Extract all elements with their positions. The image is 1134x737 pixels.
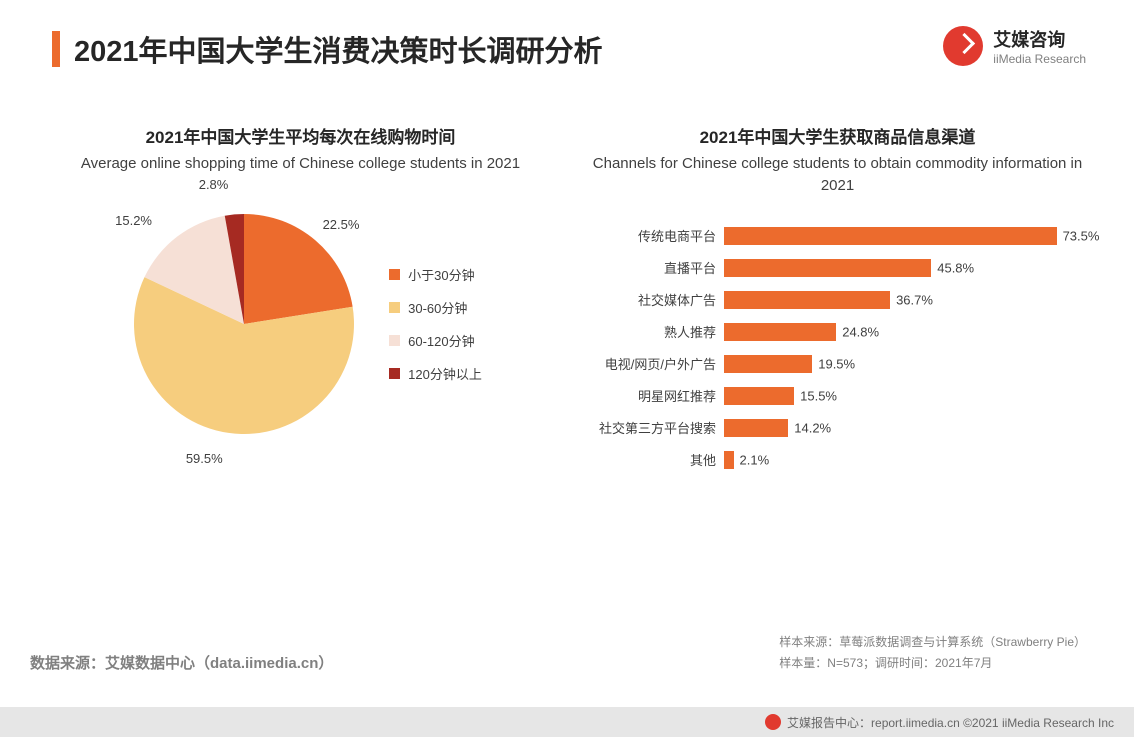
bar-value-label: 14.2%	[794, 420, 831, 435]
bar-category-label: 直播平台	[589, 258, 724, 277]
page-title: 2021年中国大学生消费决策时长调研分析	[74, 28, 603, 70]
title-accent	[52, 31, 60, 67]
bar-value-label: 2.1%	[740, 452, 770, 467]
pie-svg	[119, 199, 369, 449]
bar-row: 熟人推荐24.8%	[589, 316, 1086, 348]
bar-title-cn: 2021年中国大学生获取商品信息渠道	[589, 125, 1086, 151]
data-source-right: 样本来源：草莓派数据调查与计算系统（Strawberry Pie） 样本量：N=…	[779, 632, 1086, 673]
pie-slice-label: 2.8%	[199, 177, 229, 192]
bar-value-label: 15.5%	[800, 388, 837, 403]
bar-fill: 14.2%	[724, 419, 788, 437]
bar-fill: 36.7%	[724, 291, 890, 309]
bar-fill: 45.8%	[724, 259, 931, 277]
bar-fill: 19.5%	[724, 355, 812, 373]
bar-category-label: 明星网红推荐	[589, 386, 724, 405]
legend-label: 30-60分钟	[408, 298, 467, 317]
bar-row: 传统电商平台73.5%	[589, 220, 1086, 252]
pie-chart-column: 2021年中国大学生平均每次在线购物时间 Average online shop…	[52, 125, 549, 476]
charts-row: 2021年中国大学生平均每次在线购物时间 Average online shop…	[52, 125, 1086, 476]
bar-fill: 24.8%	[724, 323, 836, 341]
bar-block: 传统电商平台73.5%直播平台45.8%社交媒体广告36.7%熟人推荐24.8%…	[589, 220, 1086, 476]
sample-size-line: 样本量：N=573；调研时间：2021年7月	[779, 653, 1086, 673]
pie-holder: 22.5%59.5%15.2%2.8%	[119, 199, 369, 449]
bar-category-label: 社交第三方平台搜索	[589, 418, 724, 437]
brand-logo-text: 艾媒咨询 iiMedia Research	[993, 26, 1086, 66]
legend-swatch	[389, 335, 400, 346]
pie-slice-label: 59.5%	[186, 451, 223, 466]
bar-row: 社交媒体广告36.7%	[589, 284, 1086, 316]
legend-label: 60-120分钟	[408, 331, 474, 350]
bar-track: 24.8%	[724, 323, 1086, 341]
bar-track: 45.8%	[724, 259, 1086, 277]
footer-text: 艾媒报告中心：report.iimedia.cn ©2021 iiMedia R…	[787, 714, 1114, 731]
bar-category-label: 熟人推荐	[589, 322, 724, 341]
bar-fill: 2.1%	[724, 451, 734, 469]
brand-logo-mark	[943, 26, 983, 66]
bar-category-label: 传统电商平台	[589, 226, 724, 245]
brand-name-cn: 艾媒咨询	[993, 26, 1086, 52]
bar-value-label: 45.8%	[937, 260, 974, 275]
pie-slice-label: 22.5%	[323, 217, 360, 232]
bar-value-label: 36.7%	[896, 292, 933, 307]
bar-row: 直播平台45.8%	[589, 252, 1086, 284]
bar-track: 36.7%	[724, 291, 1086, 309]
pie-legend-row: 30-60分钟	[389, 298, 482, 317]
bar-category-label: 电视/网页/户外广告	[589, 354, 724, 373]
bar-row: 明星网红推荐15.5%	[589, 380, 1086, 412]
title-bar: 2021年中国大学生消费决策时长调研分析	[52, 28, 603, 70]
bar-category-label: 其他	[589, 450, 724, 469]
bar-track: 2.1%	[724, 451, 1086, 469]
pie-slice-label: 15.2%	[115, 213, 152, 228]
bar-title-en: Channels for Chinese college students to…	[589, 153, 1086, 198]
bar-value-label: 24.8%	[842, 324, 879, 339]
legend-swatch	[389, 368, 400, 379]
bar-row: 电视/网页/户外广告19.5%	[589, 348, 1086, 380]
bar-chart-column: 2021年中国大学生获取商品信息渠道 Channels for Chinese …	[589, 125, 1086, 476]
bar-row: 社交第三方平台搜索14.2%	[589, 412, 1086, 444]
sample-source-line: 样本来源：草莓派数据调查与计算系统（Strawberry Pie）	[779, 632, 1086, 652]
bar-value-label: 19.5%	[818, 356, 855, 371]
bar-fill: 15.5%	[724, 387, 794, 405]
bar-track: 14.2%	[724, 419, 1086, 437]
pie-legend-row: 60-120分钟	[389, 331, 482, 350]
legend-label: 小于30分钟	[408, 265, 474, 284]
footer-logo-icon	[765, 714, 781, 730]
bar-row: 其他2.1%	[589, 444, 1086, 476]
pie-legend-row: 120分钟以上	[389, 364, 482, 383]
legend-swatch	[389, 302, 400, 313]
legend-swatch	[389, 269, 400, 280]
bar-category-label: 社交媒体广告	[589, 290, 724, 309]
legend-label: 120分钟以上	[408, 364, 482, 383]
pie-title-cn: 2021年中国大学生平均每次在线购物时间	[52, 125, 549, 151]
bar-track: 15.5%	[724, 387, 1086, 405]
brand-name-en: iiMedia Research	[993, 52, 1086, 66]
bar-track: 19.5%	[724, 355, 1086, 373]
brand-logo: 艾媒咨询 iiMedia Research	[943, 26, 1086, 66]
bar-fill: 73.5%	[724, 227, 1057, 245]
pie-legend: 小于30分钟 30-60分钟 60-120分钟 120分钟以上	[389, 251, 482, 397]
bar-track: 73.5%	[724, 227, 1086, 245]
pie-legend-row: 小于30分钟	[389, 265, 482, 284]
data-source-left: 数据来源：艾媒数据中心（data.iimedia.cn）	[30, 652, 333, 673]
bar-value-label: 73.5%	[1063, 228, 1100, 243]
pie-block: 22.5%59.5%15.2%2.8% 小于30分钟 30-60分钟 60-120分…	[52, 199, 549, 449]
footer-bar: 艾媒报告中心：report.iimedia.cn ©2021 iiMedia R…	[0, 707, 1134, 737]
pie-title-en: Average online shopping time of Chinese …	[52, 153, 549, 176]
